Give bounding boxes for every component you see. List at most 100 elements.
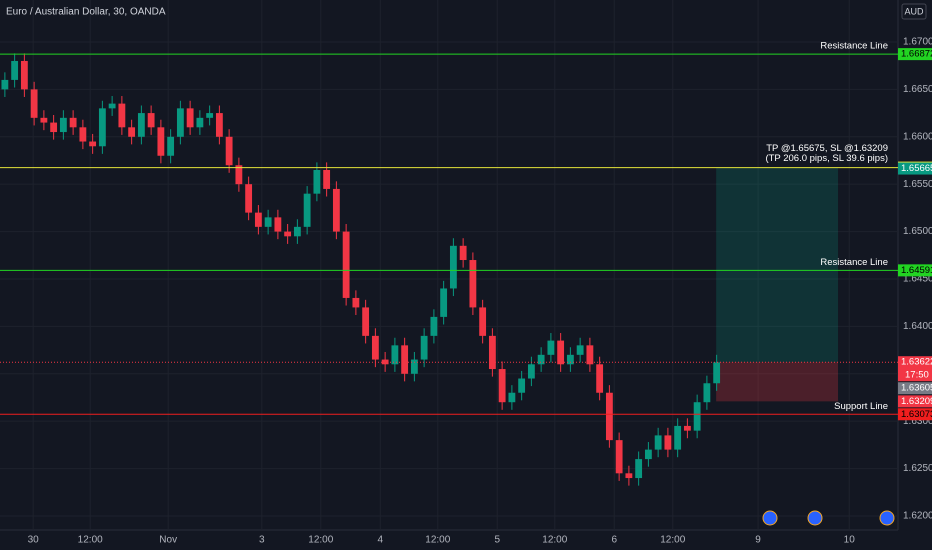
candle-body [245,184,253,213]
candle-body [293,226,301,237]
countdown-label: 17:50 [905,370,929,381]
y-tick-label: 1.66500 [903,84,932,95]
x-tick-label: 12:00 [660,535,685,546]
candle-body [479,307,487,336]
candle-body [89,141,97,147]
candle-body [508,392,516,403]
candle-body [488,335,496,370]
price-tag [898,264,932,277]
candle-body [332,188,340,232]
price-tag [898,48,932,61]
y-tick-label: 1.64000 [903,321,932,332]
y-tick-label: 1.65500 [903,179,932,190]
candle-body [303,193,311,227]
candle-body [586,345,594,365]
x-tick-label: Nov [159,535,177,546]
candle-body [186,108,194,128]
candle-body [352,297,360,308]
event-icon[interactable] [879,510,895,526]
y-tick-label: 1.63000 [903,416,932,427]
price-tag [898,382,932,395]
candle-body [254,212,262,227]
last-price-tag [898,356,932,382]
price-tag [898,162,932,175]
price-tag-label: 1.65665 [901,163,932,174]
price-tag-label: 1.63209 [901,396,932,407]
candle-body [635,459,643,479]
candle-body [605,392,613,441]
candle-body [596,364,604,393]
candle-body [440,288,448,317]
position-label: TP @1.65675, SL @1.63209 [766,143,888,154]
chart-title: Euro / Australian Dollar, 30, OANDA [6,7,166,18]
grid [0,0,898,530]
candle-body [449,245,457,289]
x-tick-label: 9 [755,535,761,546]
level-label: Support Line [834,401,888,412]
candle-body [381,359,389,365]
candle-body [674,425,682,450]
candle-body [693,402,701,431]
y-tick-label: 1.62500 [903,463,932,474]
candle-body [11,60,19,80]
candle-body [566,354,574,365]
candle-body [1,79,9,90]
candle-body [547,340,555,355]
x-tick-label: 3 [259,535,265,546]
candle-body [371,335,379,360]
price-tag-label: 1.64591 [901,265,932,276]
candle-body [625,473,633,479]
candle-body [69,117,77,128]
candle-body [118,103,126,128]
y-tick-label: 1.66000 [903,131,932,142]
candle-body [225,136,233,166]
x-tick-label: 12:00 [78,535,103,546]
position-label: (TP 206.0 pips, SL 39.6 pips) [765,153,888,164]
price-tag-label: 1.63073 [901,409,932,420]
y-tick-label: 1.67000 [903,37,932,48]
candle-body [703,383,711,403]
event-icon[interactable] [807,510,823,526]
x-tick-label: 12:00 [308,535,333,546]
candle-body [196,117,204,128]
candle-body [167,136,175,156]
x-tick-label: 6 [611,535,617,546]
price-tag [898,408,932,421]
candle-body [108,103,116,109]
x-tick-label: 12:00 [425,535,450,546]
currency-label[interactable]: AUD [904,6,924,16]
y-tick-label: 1.62000 [903,511,932,522]
candle-body [206,113,214,118]
candle-body [157,127,165,156]
x-tick-label: 10 [844,535,856,546]
candle-body [79,127,87,142]
level-label: Resistance Line [820,41,888,52]
y-tick-label: 1.64500 [903,274,932,285]
event-icons [762,510,895,526]
candle-body [323,169,331,189]
x-tick-label: 5 [494,535,500,546]
candle-body [30,89,38,118]
candle-body [654,435,662,450]
candle-body [20,60,28,90]
candle-body [128,127,136,137]
y-tick-label: 1.65000 [903,226,932,237]
candle-body [391,345,399,365]
x-tick-label: 30 [28,535,40,546]
event-icon[interactable] [762,510,778,526]
candle-body [59,117,67,133]
price-tag-label: 1.63605 [901,383,932,394]
candle-body [313,169,321,194]
candle-body [40,117,48,123]
candle-body [469,260,477,308]
take-profit-zone [716,167,839,363]
plot: Resistance Line Resistance Line Support Li… [0,41,898,486]
candle-body [664,435,672,450]
currency-button[interactable] [901,3,927,20]
candle-body [401,345,409,374]
candle-body [362,307,370,336]
candle-body [215,113,223,137]
candle-body [683,425,691,431]
